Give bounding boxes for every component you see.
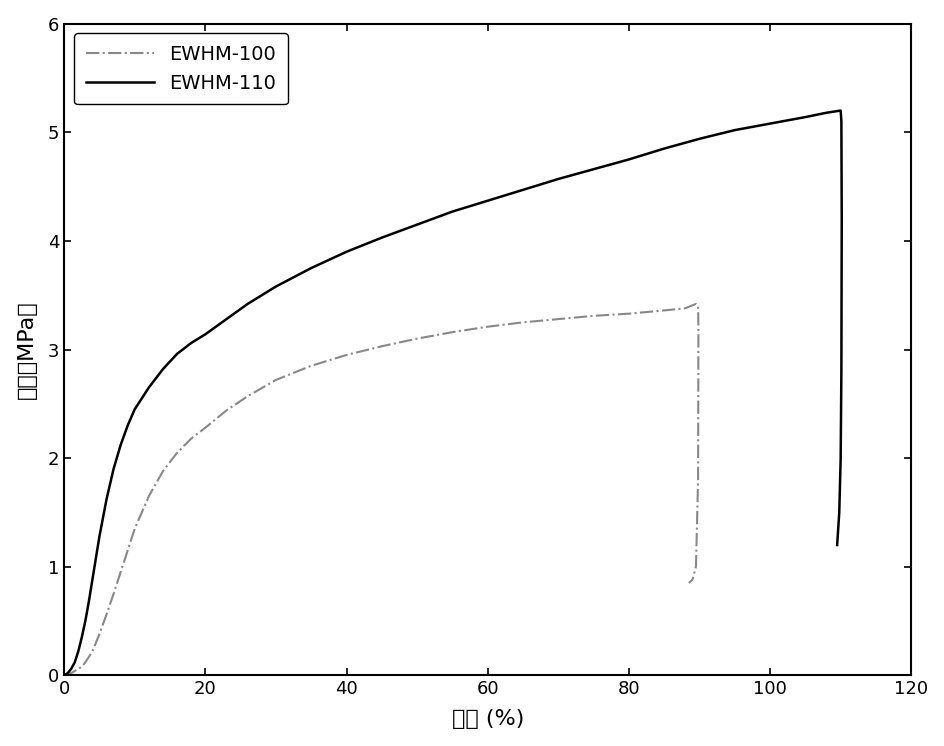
EWHM-110: [242, 299, 253, 308]
EWHM-100: [76, 662, 88, 671]
EWHM-100: [481, 322, 493, 331]
EWHM-100: [199, 423, 211, 432]
EWHM-100: [689, 299, 700, 308]
EWHM-110: [122, 421, 133, 430]
EWHM-110: [799, 113, 810, 122]
EWHM-110: [221, 315, 232, 324]
EWHM-110: [79, 617, 91, 626]
Line: EWHM-100: EWHM-100: [64, 304, 698, 675]
EWHM-100: [62, 670, 74, 679]
EWHM-110: [171, 349, 182, 358]
EWHM-110: [831, 541, 842, 550]
Line: EWHM-110: EWHM-110: [64, 110, 841, 675]
EWHM-100: [679, 304, 690, 313]
EWHM-110: [658, 144, 669, 153]
EWHM-110: [87, 575, 98, 584]
EWHM-110: [73, 647, 84, 656]
EWHM-100: [73, 665, 84, 674]
EWHM-110: [143, 383, 155, 392]
EWHM-100: [411, 334, 422, 343]
EWHM-110: [552, 175, 564, 184]
EWHM-110: [833, 508, 844, 517]
EWHM-100: [221, 406, 232, 415]
EWHM-100: [341, 351, 352, 360]
EWHM-100: [90, 639, 101, 648]
EWHM-110: [108, 465, 119, 474]
EWHM-110: [185, 339, 196, 348]
EWHM-110: [693, 134, 704, 143]
EWHM-100: [101, 610, 112, 619]
EWHM-110: [59, 671, 70, 680]
EWHM-110: [83, 597, 94, 606]
EWHM-110: [115, 441, 126, 450]
EWHM-100: [692, 475, 703, 484]
EWHM-110: [834, 106, 846, 115]
EWHM-100: [65, 668, 76, 677]
EWHM-100: [692, 301, 703, 310]
EWHM-110: [834, 117, 846, 126]
EWHM-110: [516, 185, 528, 194]
EWHM-110: [69, 658, 80, 667]
EWHM-110: [270, 282, 281, 291]
EWHM-100: [683, 579, 694, 588]
EWHM-100: [376, 342, 387, 351]
EWHM-110: [481, 196, 493, 205]
EWHM-100: [516, 318, 528, 327]
EWHM-110: [101, 495, 112, 504]
EWHM-110: [90, 554, 101, 562]
EWHM-110: [199, 330, 211, 339]
EWHM-110: [729, 125, 740, 134]
EWHM-110: [411, 220, 422, 229]
EWHM-100: [108, 589, 119, 598]
EWHM-100: [689, 562, 700, 571]
EWHM-100: [658, 306, 669, 315]
EWHM-110: [341, 247, 352, 256]
EWHM-100: [83, 653, 94, 662]
EWHM-100: [69, 666, 80, 675]
EWHM-100: [129, 524, 141, 533]
EWHM-110: [622, 155, 633, 164]
EWHM-110: [587, 165, 598, 174]
EWHM-110: [447, 207, 458, 216]
EWHM-100: [686, 575, 698, 584]
Legend: EWHM-100, EWHM-110: EWHM-100, EWHM-110: [74, 34, 287, 104]
EWHM-100: [185, 434, 196, 443]
EWHM-110: [834, 454, 846, 463]
EWHM-100: [587, 311, 598, 320]
EWHM-100: [87, 647, 98, 656]
EWHM-110: [834, 367, 846, 376]
EWHM-110: [835, 215, 847, 224]
EWHM-100: [242, 392, 253, 401]
EWHM-110: [76, 633, 88, 642]
X-axis label: 应变 (%): 应变 (%): [451, 709, 523, 730]
EWHM-100: [93, 630, 105, 639]
EWHM-100: [270, 375, 281, 384]
EWHM-100: [447, 327, 458, 336]
EWHM-100: [143, 492, 155, 501]
EWHM-110: [305, 263, 316, 272]
EWHM-100: [305, 361, 316, 370]
EWHM-100: [157, 467, 168, 476]
EWHM-110: [764, 119, 775, 128]
EWHM-110: [129, 405, 141, 414]
EWHM-110: [820, 108, 832, 117]
EWHM-100: [171, 448, 182, 457]
EWHM-100: [59, 671, 70, 680]
EWHM-110: [93, 532, 105, 541]
EWHM-110: [62, 668, 74, 677]
EWHM-110: [376, 233, 387, 242]
EWHM-100: [122, 546, 133, 555]
EWHM-110: [65, 665, 76, 674]
Y-axis label: 应力（MPa）: 应力（MPa）: [17, 300, 37, 399]
EWHM-100: [552, 315, 564, 324]
EWHM-100: [79, 658, 91, 667]
EWHM-100: [692, 323, 703, 332]
EWHM-100: [622, 309, 633, 318]
EWHM-100: [115, 568, 126, 577]
EWHM-110: [157, 365, 168, 374]
